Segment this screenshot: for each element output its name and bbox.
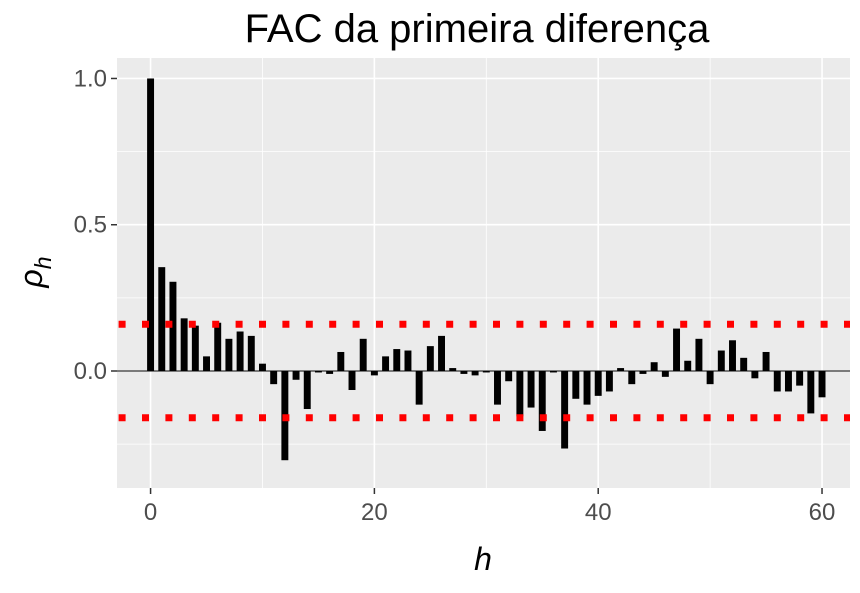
acf-bar xyxy=(337,351,345,371)
acf-bar xyxy=(415,370,423,405)
acf-bar xyxy=(314,370,322,373)
plot-panel xyxy=(117,58,850,488)
acf-bar xyxy=(773,370,781,392)
acf-bar xyxy=(729,340,736,371)
acf-bar xyxy=(460,370,468,374)
acf-bar xyxy=(594,370,602,396)
acf-bar xyxy=(426,346,434,371)
acf-bar xyxy=(740,357,748,371)
acf-bar xyxy=(639,370,647,374)
acf-bar xyxy=(449,368,457,371)
acf-bar xyxy=(784,370,792,392)
y-tick-label: 0.0 xyxy=(74,358,107,385)
y-axis-ticks: 0.0 0.5 1.0 xyxy=(74,65,117,385)
acf-bar xyxy=(818,370,826,398)
acf-bar xyxy=(706,370,714,385)
acf-bar xyxy=(605,370,613,392)
acf-bar xyxy=(169,281,177,371)
acf-bar xyxy=(147,78,155,371)
acf-bar xyxy=(292,370,300,380)
acf-bar xyxy=(303,370,311,410)
y-axis-title-subscript: h xyxy=(30,256,56,269)
y-tick-label: 0.5 xyxy=(74,212,107,239)
grid-minor xyxy=(117,58,850,488)
acf-bar xyxy=(617,368,625,371)
acf-bar xyxy=(259,363,266,371)
acf-bar xyxy=(549,370,557,373)
acf-bar xyxy=(348,370,356,391)
acf-bar xyxy=(583,370,591,405)
y-axis-title: ρh xyxy=(13,256,56,288)
x-axis-title: h xyxy=(474,541,492,577)
acf-bar xyxy=(225,338,233,371)
plot-background xyxy=(117,58,850,488)
acf-bar xyxy=(404,350,412,371)
acf-bar xyxy=(247,335,255,371)
acf-bar xyxy=(673,328,681,371)
acf-bar xyxy=(561,370,569,449)
acf-bar xyxy=(326,370,334,374)
acf-bar xyxy=(684,360,692,371)
y-tick-label: 1.0 xyxy=(74,65,107,92)
chart-title: FAC da primeira diferença xyxy=(245,7,710,51)
x-tick-label: 20 xyxy=(361,499,388,526)
x-tick-label: 60 xyxy=(809,499,836,526)
acf-bar xyxy=(796,370,804,386)
acf-bar xyxy=(438,335,446,371)
acf-bar xyxy=(628,370,636,385)
acf-bar xyxy=(236,331,244,371)
acf-bar xyxy=(807,370,815,414)
acf-bar xyxy=(494,370,501,405)
acf-bar xyxy=(370,370,378,376)
acf-bar xyxy=(516,370,524,417)
acf-bar xyxy=(270,370,278,385)
acf-bar xyxy=(180,318,188,371)
acf-bar xyxy=(695,338,703,371)
acf-bar xyxy=(650,362,658,371)
acf-bar xyxy=(505,370,513,382)
x-tick-label: 0 xyxy=(144,499,157,526)
acf-bar xyxy=(527,370,535,408)
acf-bar xyxy=(158,267,166,371)
acf-bar xyxy=(717,350,725,371)
y-axis-title-base: ρ xyxy=(13,269,49,288)
acf-bar xyxy=(751,370,759,379)
acf-bar xyxy=(382,356,390,371)
acf-bar xyxy=(482,370,490,373)
acf-bar xyxy=(538,370,546,431)
acf-bar xyxy=(471,370,479,376)
acf-bar xyxy=(191,325,199,371)
x-tick-label: 40 xyxy=(585,499,612,526)
acf-bar xyxy=(203,356,210,371)
acf-bar xyxy=(359,338,367,371)
acf-bar xyxy=(762,351,770,371)
acf-bar xyxy=(393,349,401,371)
acf-bar xyxy=(572,370,580,399)
acf-bar xyxy=(661,370,669,377)
x-axis-ticks: 0 20 40 60 xyxy=(144,488,835,526)
acf-bar xyxy=(214,322,222,371)
